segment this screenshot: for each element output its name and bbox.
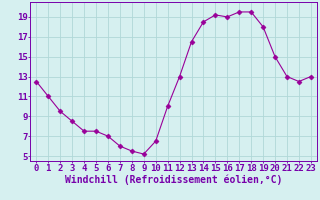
X-axis label: Windchill (Refroidissement éolien,°C): Windchill (Refroidissement éolien,°C) xyxy=(65,174,282,185)
